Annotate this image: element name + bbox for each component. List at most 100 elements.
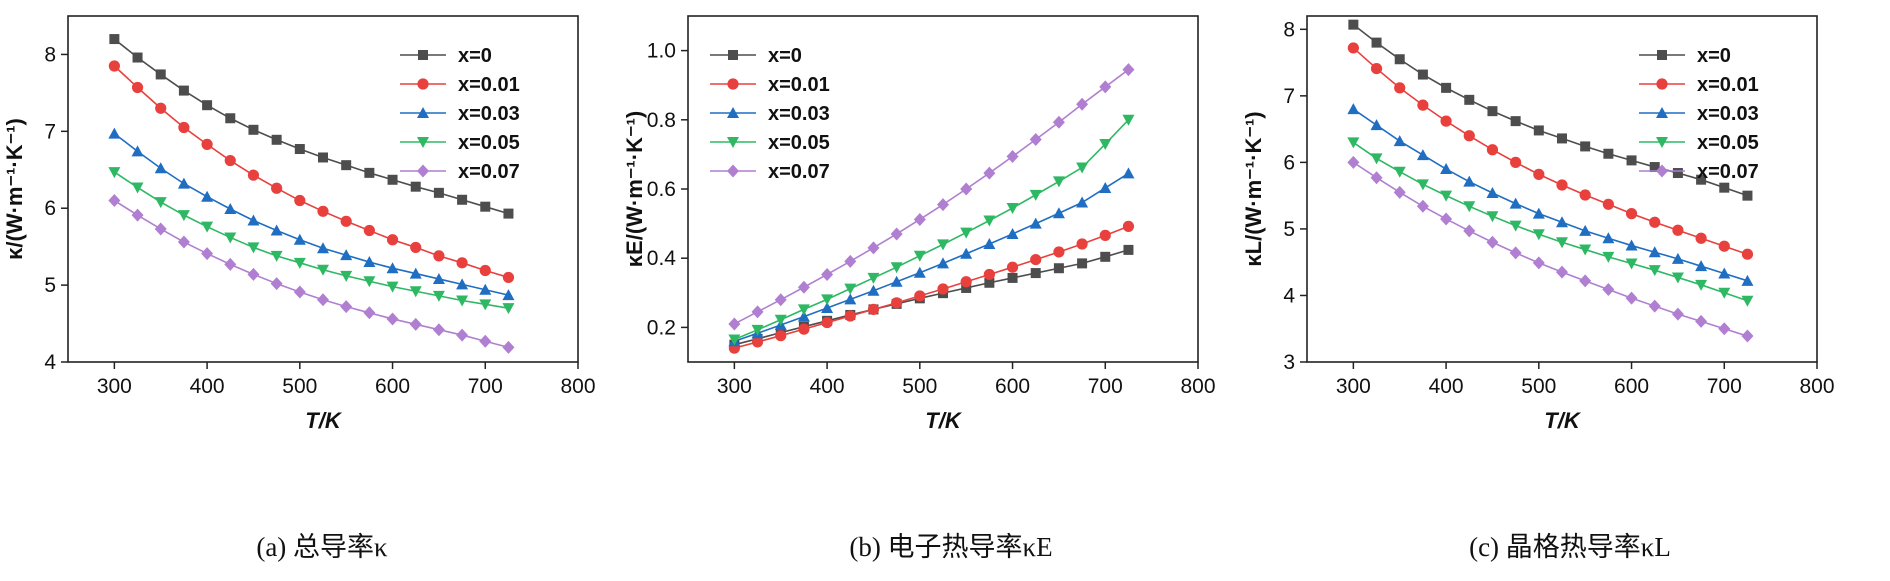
data-point (247, 267, 260, 281)
data-point (410, 181, 421, 192)
data-point (1052, 176, 1065, 188)
data-point (1556, 265, 1568, 279)
data-point (1347, 42, 1359, 54)
data-point (913, 212, 926, 226)
data-point (1648, 265, 1661, 277)
data-point (797, 310, 810, 322)
data-point (867, 303, 880, 316)
data-point (1006, 261, 1019, 273)
data-point (432, 272, 445, 284)
series-line (113, 133, 509, 296)
data-point (224, 257, 237, 271)
data-point (983, 268, 995, 281)
x-axis-label: T/K (305, 408, 343, 433)
data-point (1672, 224, 1684, 236)
y-tick-label: 3 (1283, 351, 1295, 374)
data-point (1029, 217, 1042, 229)
data-point (1648, 299, 1661, 313)
legend-marker (728, 50, 738, 60)
legend-marker (417, 107, 429, 118)
data-point (155, 102, 167, 114)
data-point (108, 127, 121, 139)
series-x=0.01 (728, 220, 1135, 354)
series-x=0.03 (108, 127, 515, 301)
data-point (294, 194, 306, 207)
data-point (317, 205, 329, 217)
data-point (774, 293, 787, 307)
y-tick-label: 4 (1283, 284, 1295, 307)
data-point (1122, 114, 1135, 126)
data-point (1053, 246, 1065, 258)
data-point (456, 257, 468, 269)
data-point (271, 182, 283, 194)
data-point (937, 239, 949, 251)
legend-label: x=0.05 (768, 132, 830, 154)
data-point (1741, 248, 1754, 260)
data-point (1463, 201, 1476, 213)
y-tick-label: 6 (44, 197, 56, 220)
legend-label: x=0.03 (1697, 103, 1759, 125)
y-tick-label: 0.4 (647, 247, 677, 270)
data-point (270, 250, 283, 262)
data-point (960, 227, 973, 239)
data-point (1463, 224, 1476, 238)
data-point (1672, 168, 1683, 179)
data-point (225, 113, 236, 124)
y-tick-label: 0.8 (647, 109, 676, 132)
data-point (1533, 125, 1544, 136)
data-point (386, 281, 399, 293)
data-point (502, 271, 515, 284)
data-point (479, 264, 491, 277)
legend: x=0 x=0.01 x=0.03 x=0.05 x=0.07 (1639, 45, 1759, 183)
chart-panel-2: 300 400 500 600 700 800 0.2 0.4 0.6 0.8 1.0 T/K κE/(… (622, 15, 1216, 562)
data-point (1486, 211, 1499, 223)
data-point (479, 299, 492, 311)
data-point (131, 145, 144, 157)
data-point (387, 174, 398, 185)
data-point (1122, 63, 1135, 77)
data-point (1393, 166, 1406, 178)
data-point (1052, 207, 1065, 219)
y-axis-label: κ/(W·m⁻¹·K⁻¹) (2, 118, 27, 260)
data-point (1718, 267, 1731, 279)
data-point (201, 138, 213, 151)
series-x=0.01 (108, 60, 515, 284)
data-point (1695, 232, 1707, 244)
x-tick-label: 600 (1614, 375, 1649, 398)
data-point (1579, 274, 1592, 288)
data-point (751, 305, 764, 319)
legend-marker (727, 164, 739, 178)
legend-label: x=0.01 (768, 74, 830, 96)
series-x=0.05 (108, 167, 515, 315)
data-point (775, 330, 787, 342)
data-point (1099, 229, 1111, 241)
series-line (1352, 47, 1748, 255)
data-point (1053, 263, 1064, 274)
data-point (844, 254, 857, 268)
data-point (224, 154, 236, 167)
panel-caption: (c) 晶格热导率κL (1469, 532, 1671, 562)
series-line (113, 38, 509, 215)
data-point (1579, 244, 1592, 256)
data-point (1509, 197, 1522, 209)
data-point (1052, 115, 1065, 129)
data-point (294, 144, 305, 155)
data-point (1532, 256, 1545, 270)
data-point (131, 81, 144, 94)
data-point (1348, 19, 1359, 30)
data-point (177, 177, 190, 189)
data-point (797, 304, 810, 316)
data-point (154, 162, 167, 174)
data-point (1076, 196, 1089, 208)
data-point (1741, 274, 1754, 286)
data-point (178, 121, 190, 134)
legend-label: x=0.01 (1697, 74, 1759, 96)
plot-frame (67, 15, 579, 363)
data-point (1625, 258, 1638, 270)
data-point (1487, 106, 1498, 117)
series-x=0.05 (728, 114, 1135, 346)
series-x=0.07 (1347, 155, 1754, 343)
data-point (409, 286, 422, 298)
data-point (1417, 99, 1429, 111)
